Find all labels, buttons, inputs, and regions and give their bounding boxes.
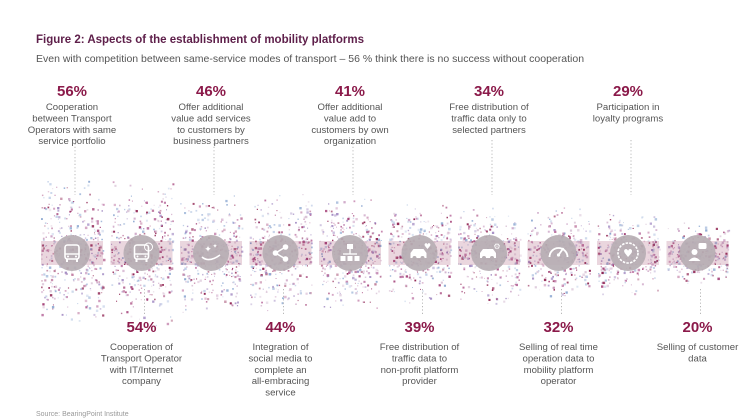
category-label-1: between Transport [32, 113, 112, 124]
category-label-5: customers by own [311, 125, 388, 136]
category-label-9: Participation in [597, 102, 660, 113]
value-label-10: 20% [682, 319, 712, 336]
category-label-4: complete an [254, 365, 306, 376]
value-label-4: 44% [265, 319, 295, 336]
category-label-1: service portfolio [38, 136, 105, 147]
svg-text:♥: ♥ [424, 242, 431, 251]
chart-subtitle: Even with competition between same-servi… [36, 53, 585, 65]
category-label-8: operation data to [522, 353, 594, 364]
value-label-9: 29% [613, 83, 643, 100]
value-label-7: 34% [474, 83, 504, 100]
category-label-8: operator [541, 376, 578, 387]
category-label-10: data [688, 353, 707, 364]
hand-sparkle-icon: ✦ ✦ [193, 235, 229, 271]
value-label-6: 39% [404, 319, 434, 336]
chart-title: Figure 2: Aspects of the establishment o… [36, 34, 365, 46]
category-label-3: business partners [173, 136, 249, 147]
category-label-4: all-embracing [252, 376, 310, 387]
category-label-4: Integration of [252, 342, 308, 353]
bus-icon [54, 235, 90, 271]
globe-bus-icon [123, 235, 160, 271]
category-label-2: company [122, 376, 161, 387]
category-label-2: with IT/Internet [109, 365, 174, 376]
category-label-2: Cooperation of [110, 342, 173, 353]
gauge-icon [540, 235, 577, 271]
svg-text:✦: ✦ [212, 243, 217, 250]
category-label-9: loyalty programs [593, 113, 664, 124]
category-label-7: selected partners [452, 125, 526, 136]
category-label-10: Selling of customer [657, 342, 739, 353]
category-label-6: traffic data to [392, 353, 447, 364]
category-label-1: Cooperation [46, 102, 98, 113]
category-label-5: organization [324, 136, 376, 147]
car-gear-icon: ⚙ [471, 235, 507, 271]
category-label-7: traffic data only to [451, 113, 527, 124]
value-label-1: 56% [57, 83, 87, 100]
category-label-6: Free distribution of [380, 342, 460, 353]
category-label-6: non-profit platform [381, 365, 459, 376]
category-label-2: Transport Operator [101, 353, 183, 364]
category-label-6: provider [402, 376, 437, 387]
category-label-7: Free distribution of [449, 102, 529, 113]
category-label-1: Operators with same [28, 125, 117, 136]
value-label-8: 32% [543, 319, 573, 336]
category-label-3: Offer additional [179, 102, 244, 113]
svg-text:♥: ♥ [623, 247, 633, 260]
heart-badge-icon: ♥ [610, 235, 646, 271]
share-icon [262, 235, 299, 271]
category-label-8: mobility platform [524, 365, 594, 376]
category-label-5: value add to [324, 113, 376, 124]
category-label-8: Selling of real time [519, 342, 598, 353]
value-label-2: 54% [126, 319, 156, 336]
category-label-5: Offer additional [318, 102, 383, 113]
person-chat-icon [679, 235, 716, 271]
source-note: Source: BearingPoint Institute [36, 411, 129, 418]
category-label-4: service [265, 388, 295, 399]
network-icon [332, 235, 368, 271]
category-label-4: social media to [249, 353, 313, 364]
svg-text:⚙: ⚙ [493, 242, 500, 251]
bar-5 [319, 198, 383, 309]
value-label-5: 41% [335, 83, 365, 100]
category-label-3: to customers by [177, 125, 245, 136]
category-label-3: value add services [171, 113, 251, 124]
svg-text:✦: ✦ [204, 245, 212, 255]
car-heart-icon: ♥ [401, 235, 438, 271]
value-label-3: 46% [196, 83, 226, 100]
